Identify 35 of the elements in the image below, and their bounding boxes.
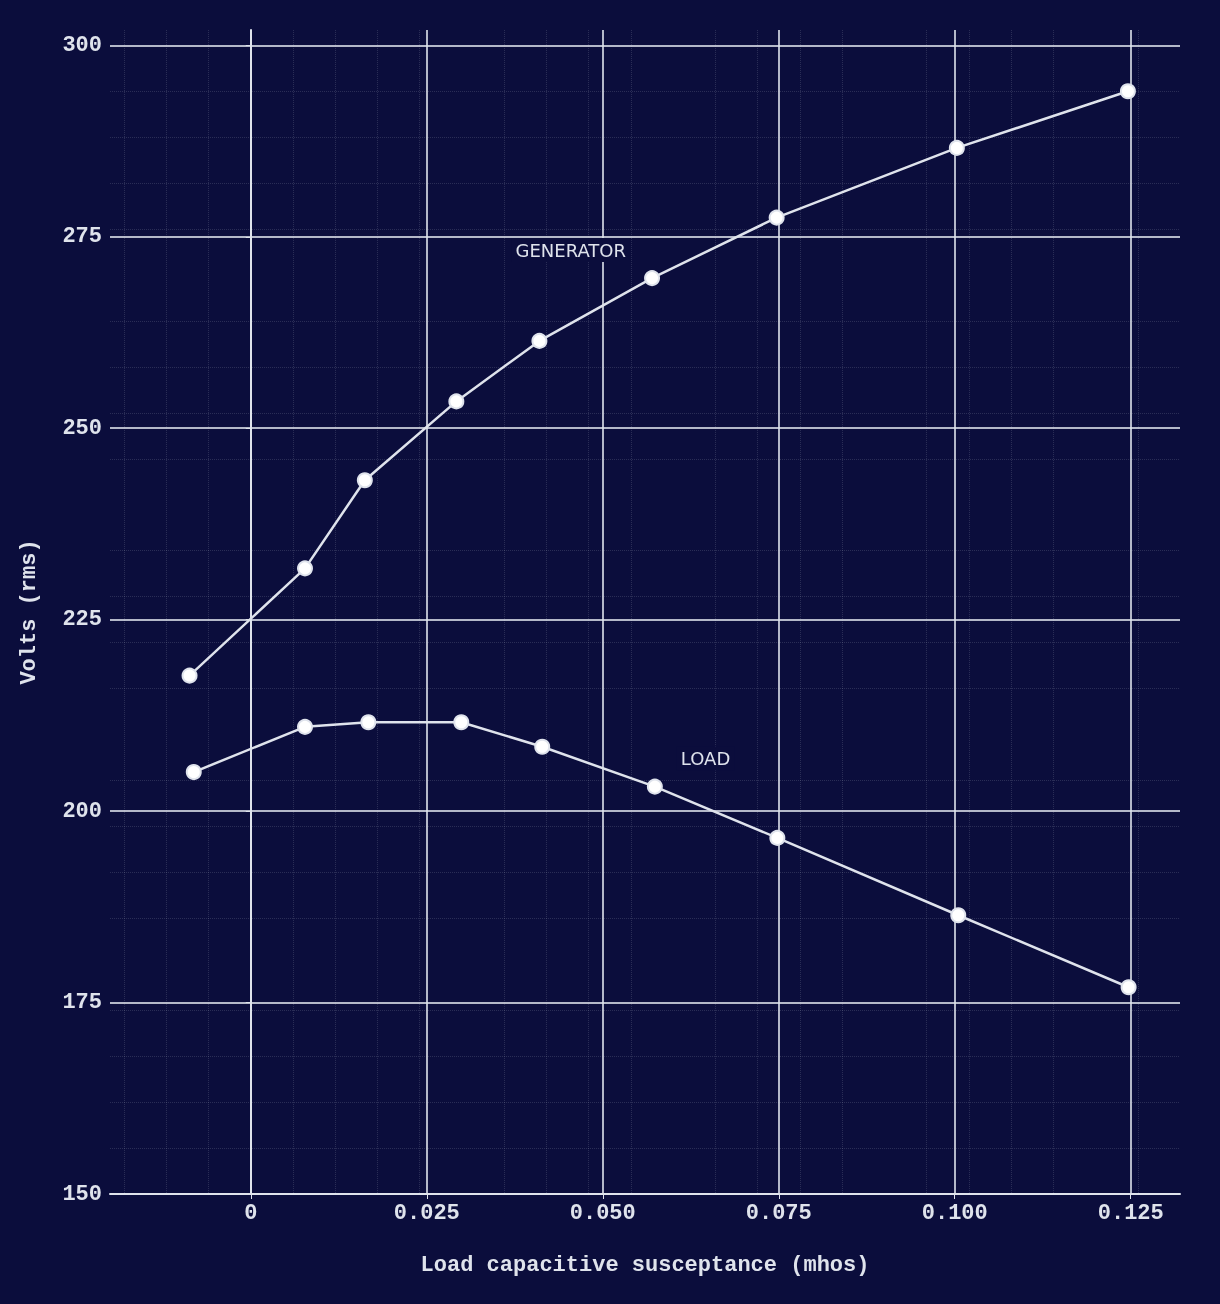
x-tick-label: 0.075 [745, 1200, 812, 1226]
y-tick-label: 200 [62, 798, 102, 824]
point [646, 778, 663, 795]
point [644, 270, 661, 287]
y-tick-label: 225 [62, 607, 102, 633]
point [1119, 83, 1136, 100]
point [297, 560, 313, 577]
x-axis-title: Load capacitive susceptance (mhos) [420, 1252, 870, 1278]
point [531, 332, 548, 349]
point [950, 907, 967, 924]
x-tick-label: 0.050 [569, 1200, 636, 1226]
series-label: LOAD [680, 748, 731, 770]
point [356, 472, 373, 489]
point [1120, 979, 1137, 996]
y-tick-label: 275 [62, 224, 102, 250]
point [534, 738, 551, 755]
point [297, 718, 313, 735]
x-tick-label: 0.025 [393, 1200, 460, 1226]
point [453, 714, 470, 731]
point [448, 393, 465, 410]
series-label: GENERATOR [515, 239, 627, 261]
y-axis-title: Volts (rms) [16, 539, 42, 685]
point [769, 829, 786, 846]
y-tick-label: 150 [62, 1181, 102, 1207]
point [181, 667, 198, 684]
point [948, 139, 965, 156]
y-tick-label: 250 [62, 415, 102, 441]
x-tick-label: 0.100 [921, 1200, 988, 1226]
x-tick-label: 0 [244, 1200, 258, 1226]
y-tick-label: 175 [62, 990, 102, 1016]
y-tick-label: 300 [62, 32, 102, 58]
point [185, 764, 202, 781]
point [360, 714, 377, 731]
x-tick-label: 0.125 [1097, 1200, 1164, 1226]
point [768, 209, 785, 226]
